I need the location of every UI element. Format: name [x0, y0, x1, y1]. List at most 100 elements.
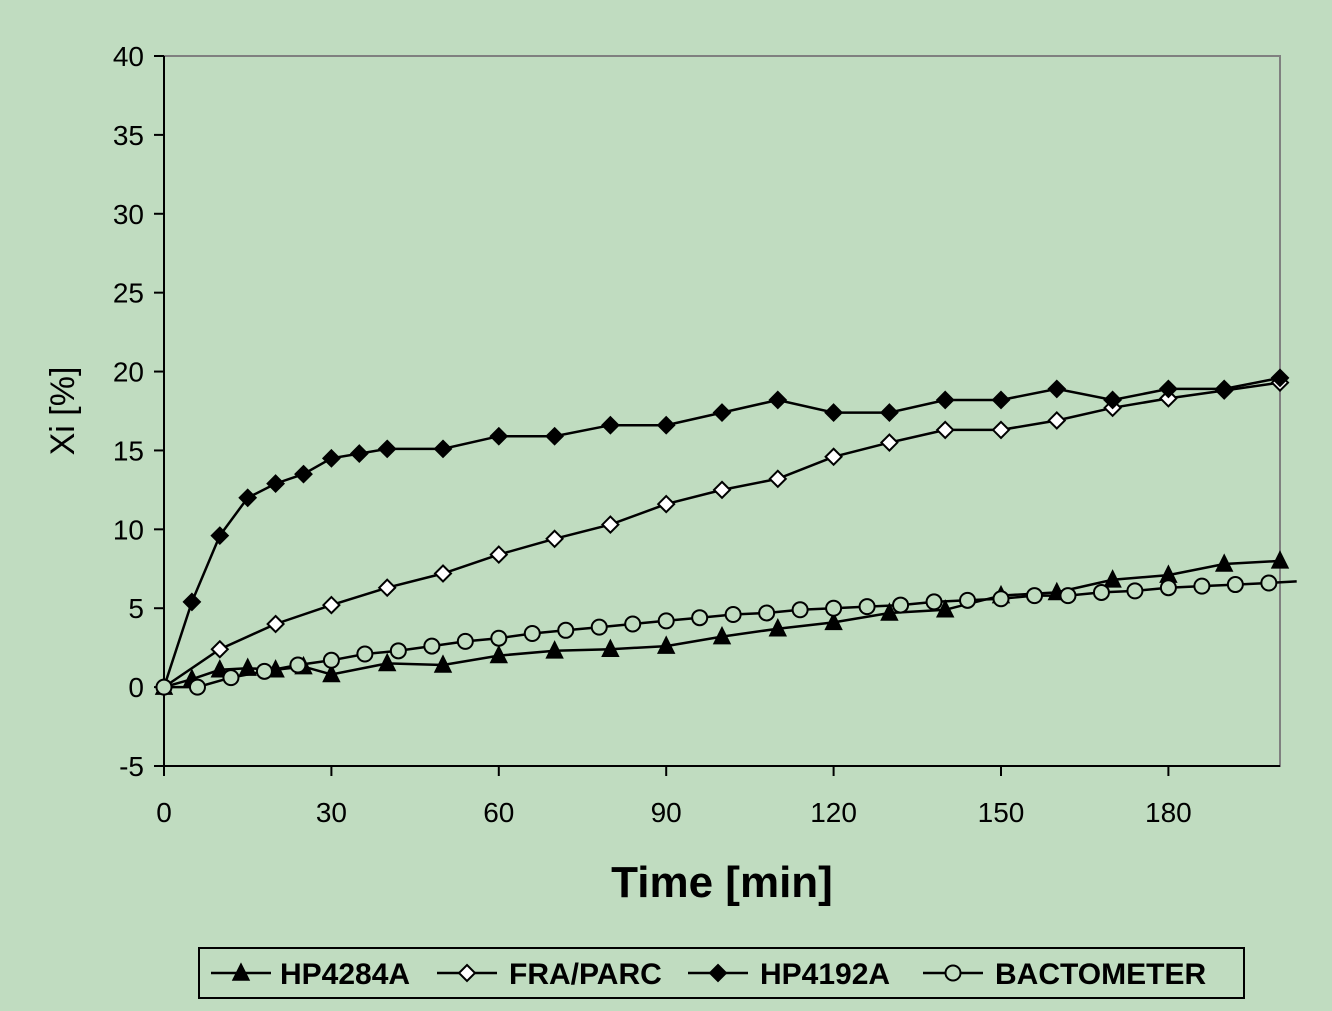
data-point [210, 659, 230, 678]
data-point [294, 464, 313, 484]
legend-marker [231, 962, 251, 981]
data-point [824, 447, 844, 467]
y-tick-label: 30 [113, 199, 144, 230]
data-point [1025, 587, 1043, 605]
data-point [489, 426, 509, 446]
data-point [289, 656, 307, 674]
legend-label: HP4192A [760, 958, 890, 991]
y-tick-label: 5 [128, 593, 144, 624]
data-point [691, 609, 709, 627]
data-point [925, 593, 943, 611]
data-point [1226, 576, 1244, 594]
data-point [712, 480, 732, 500]
data-point [557, 621, 575, 639]
data-point [222, 669, 240, 687]
data-point [1158, 388, 1178, 408]
data-point [489, 545, 509, 564]
data-point [879, 433, 899, 452]
data-point [768, 469, 788, 489]
data-point [489, 644, 509, 664]
data-point [935, 420, 955, 440]
data-point [321, 448, 341, 468]
data-point [1103, 569, 1122, 588]
data-point [892, 596, 910, 614]
axes: -5 0 5 10 15 20 25 30 35 40 0 30 60 90 120 150 180 [113, 41, 1280, 828]
data-point [880, 602, 899, 621]
data-point [523, 624, 541, 642]
data-point [182, 592, 202, 612]
data-point [935, 599, 955, 618]
legend-item: FRA/PARC [437, 958, 662, 991]
series-layer [154, 368, 1297, 697]
data-point [377, 652, 397, 672]
data-point [433, 564, 453, 583]
legend-marker [708, 963, 728, 983]
data-point [879, 403, 899, 422]
data-point [791, 601, 809, 619]
data-point [322, 651, 340, 669]
data-point [210, 639, 230, 659]
data-point [858, 598, 876, 616]
data-point [825, 599, 843, 617]
data-point [255, 662, 273, 680]
y-tick-label: 0 [128, 672, 144, 703]
data-point [768, 390, 788, 410]
data-point [1270, 368, 1290, 388]
data-point [1159, 579, 1177, 597]
data-point [991, 420, 1011, 440]
y-tick-label: 15 [113, 435, 144, 466]
data-point [266, 474, 286, 493]
data-point [768, 618, 788, 637]
data-point [155, 678, 173, 696]
data-point [590, 618, 608, 636]
data-point [656, 415, 676, 435]
data-point [321, 595, 341, 615]
legend-item: BACTOMETER [923, 958, 1206, 991]
data-point [624, 615, 642, 633]
y-tick-label: 35 [113, 120, 144, 151]
data-point [423, 637, 441, 655]
data-point [545, 640, 564, 659]
x-tick-label: 30 [316, 797, 347, 828]
data-point [545, 529, 565, 549]
y-axis-label: Xi [%] [44, 367, 82, 456]
data-point [1103, 390, 1123, 410]
legend-label: FRA/PARC [509, 958, 662, 991]
data-point [758, 604, 776, 622]
data-point [824, 403, 844, 422]
data-point [377, 439, 397, 459]
series-fra-parc [154, 373, 1290, 697]
legend-label: BACTOMETER [995, 958, 1206, 991]
data-point [600, 515, 620, 535]
data-point [992, 590, 1010, 608]
data-point [991, 390, 1011, 410]
legend-marker [944, 964, 962, 982]
x-tick-label: 90 [651, 797, 682, 828]
legend-label: HP4284A [280, 958, 410, 991]
data-point [1214, 553, 1234, 572]
y-tick-label: 25 [113, 278, 144, 309]
data-point [724, 606, 742, 624]
data-point [1193, 577, 1211, 595]
data-point [389, 642, 407, 660]
data-point [1047, 379, 1067, 399]
data-point [433, 654, 453, 673]
y-tick-label: 10 [113, 514, 144, 545]
data-point [712, 625, 732, 645]
data-point [188, 678, 206, 696]
data-point [490, 629, 508, 647]
legend-item: HP4284A [211, 958, 410, 991]
data-point [712, 403, 732, 422]
data-point [1059, 587, 1077, 605]
x-axis-label: Time [min] [611, 858, 833, 907]
data-point [433, 439, 453, 459]
data-point [545, 426, 565, 446]
data-point [356, 645, 374, 663]
x-tick-label: 180 [1145, 797, 1192, 828]
x-tick-label: 0 [156, 797, 172, 828]
data-point [210, 526, 230, 546]
legend: HP4284A FRA/PARC HP4192A BACTOMETER [211, 958, 1206, 991]
data-point [266, 614, 286, 634]
